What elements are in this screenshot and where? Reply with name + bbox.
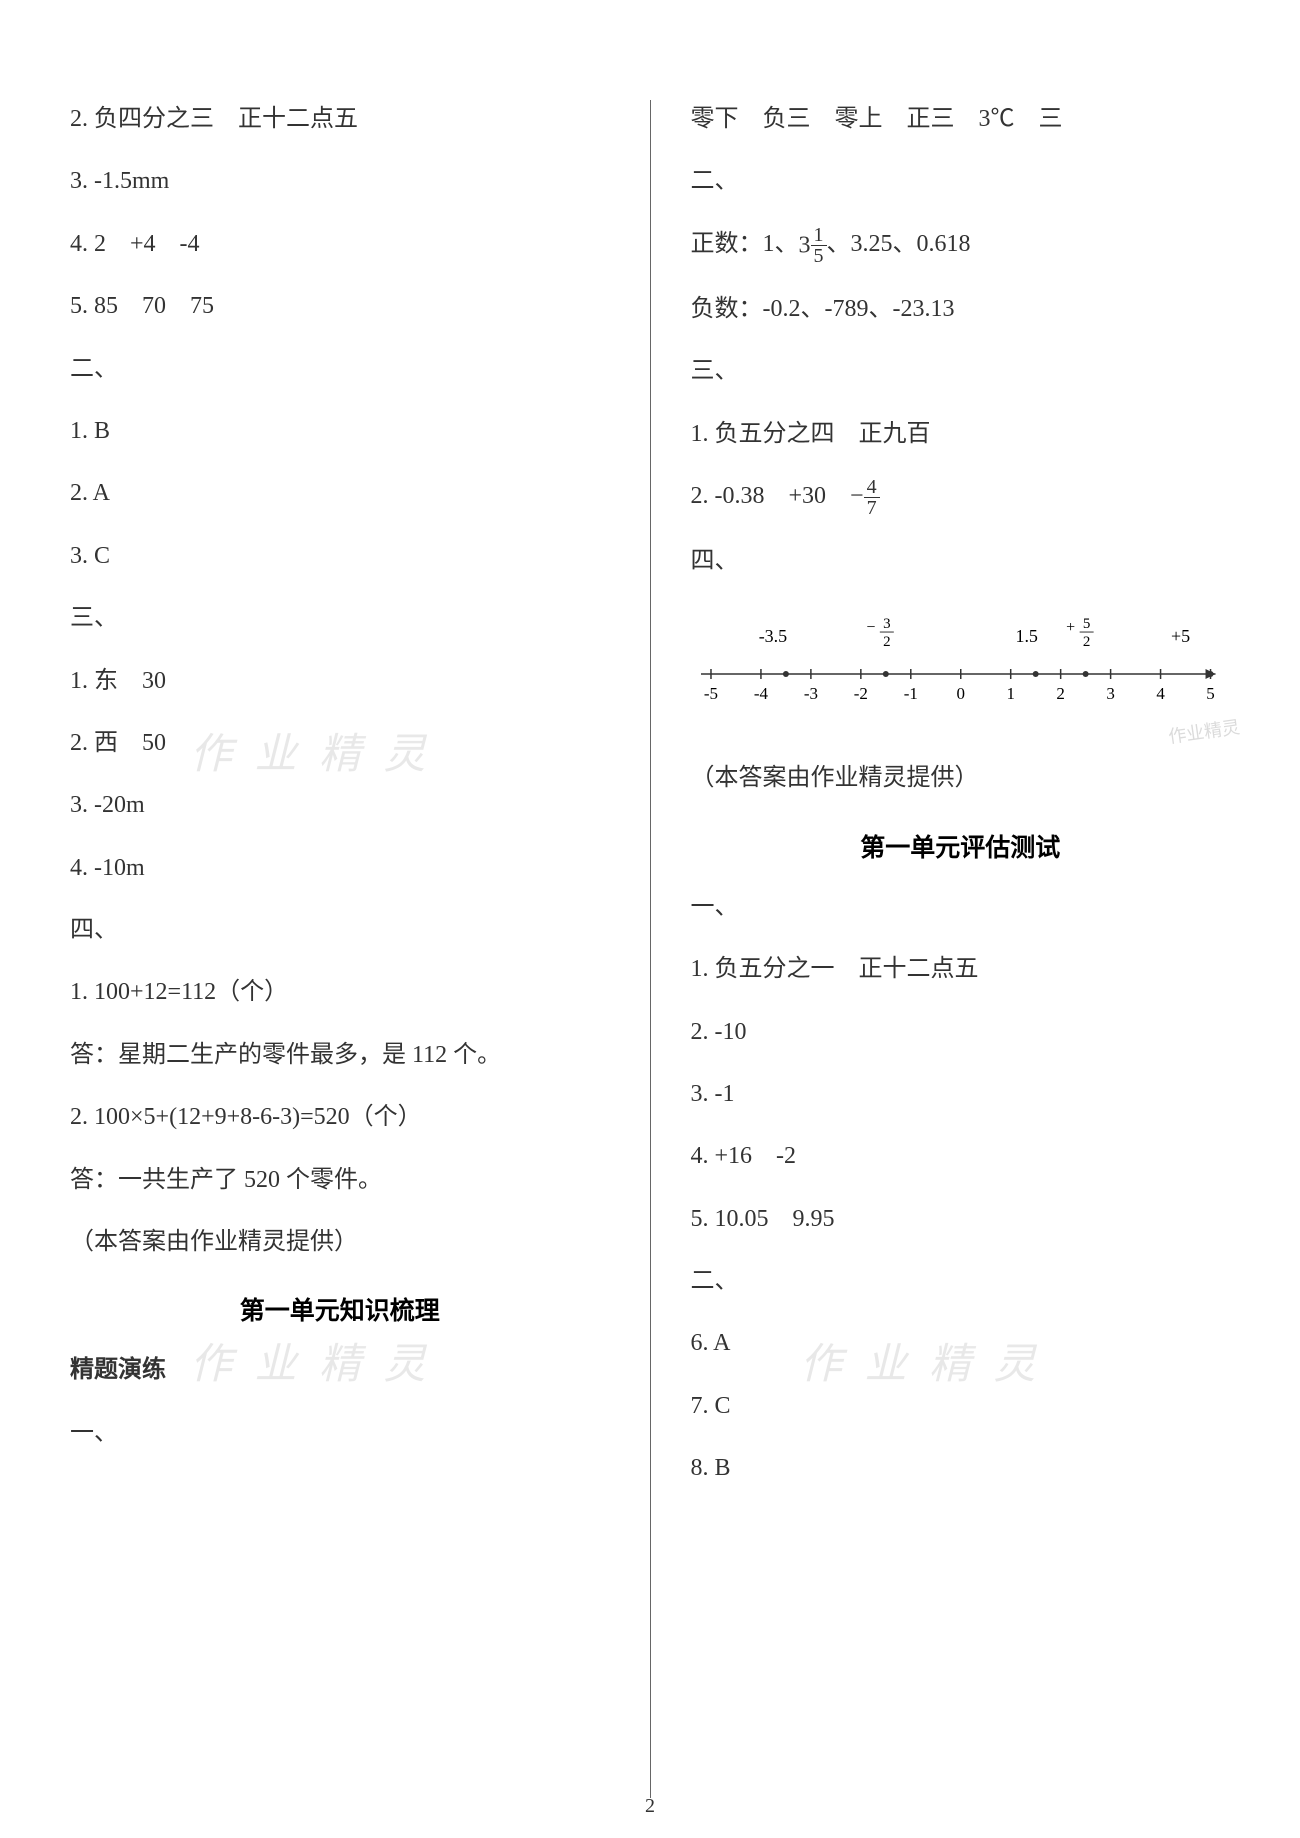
answer-line: 8. B bbox=[691, 1449, 1231, 1487]
nl-point bbox=[782, 671, 788, 677]
answer-line: 1. 负五分之一 正十二点五 bbox=[691, 950, 1231, 988]
answer-line: 3. C bbox=[70, 537, 610, 575]
fraction: 47 bbox=[864, 477, 880, 518]
section-marker: 四、 bbox=[70, 911, 610, 949]
number-line-svg: -3.5 − 3 2 1.5 + 5 2 +5 -5 -4 bbox=[691, 614, 1231, 724]
section-marker: 一、 bbox=[70, 1414, 610, 1452]
nl-point bbox=[1082, 671, 1088, 677]
svg-text:-2: -2 bbox=[853, 684, 867, 703]
svg-text:1: 1 bbox=[1006, 684, 1014, 703]
answer-line: 1. 东 30 bbox=[70, 662, 610, 700]
section-title: 第一单元评估测试 bbox=[691, 828, 1231, 864]
answer-line: 答：一共生产了 520 个零件。 bbox=[70, 1161, 610, 1199]
answer-line: 正数：1、315、3.25、0.618 bbox=[691, 225, 1231, 266]
section-marker: 四、 bbox=[691, 542, 1231, 580]
fraction-num: 1 bbox=[811, 225, 827, 246]
answer-line: 2. -0.38 +30 −47 bbox=[691, 477, 1231, 518]
fraction-num: 4 bbox=[864, 477, 880, 498]
section-marker: 一、 bbox=[691, 888, 1231, 926]
nl-label: +5 bbox=[1170, 626, 1189, 646]
svg-text:3: 3 bbox=[1106, 684, 1114, 703]
answer-line: 6. A bbox=[691, 1324, 1231, 1362]
svg-text:0: 0 bbox=[956, 684, 964, 703]
answer-line: 2. 西 50 bbox=[70, 724, 610, 762]
svg-text:-5: -5 bbox=[703, 684, 717, 703]
svg-text:5: 5 bbox=[1206, 684, 1214, 703]
answer-line: 5. 85 70 75 bbox=[70, 287, 610, 325]
svg-text:-4: -4 bbox=[753, 684, 768, 703]
positive-rest: 、3.25、0.618 bbox=[827, 231, 971, 257]
section-marker: 三、 bbox=[70, 599, 610, 637]
nl-point bbox=[1032, 671, 1038, 677]
answer-line: 5. 10.05 9.95 bbox=[691, 1200, 1231, 1238]
subsection-label: 精题演练 bbox=[70, 1351, 610, 1389]
answer-line: 2. A bbox=[70, 474, 610, 512]
fraction: 15 bbox=[811, 225, 827, 266]
number-line: -3.5 − 3 2 1.5 + 5 2 +5 -5 -4 bbox=[691, 614, 1231, 729]
answer-line: 2. -10 bbox=[691, 1013, 1231, 1051]
mixed-whole: 3 bbox=[799, 232, 811, 258]
credit-line: （本答案由作业精灵提供） bbox=[70, 1223, 610, 1261]
answer-line: 1. 100+12=112（个） bbox=[70, 973, 610, 1011]
fraction-den: 2 bbox=[883, 634, 890, 650]
svg-text:2: 2 bbox=[1056, 684, 1064, 703]
section-title: 第一单元知识梳理 bbox=[70, 1291, 610, 1327]
section-marker: 二、 bbox=[691, 162, 1231, 200]
answer-line: 4. +16 -2 bbox=[691, 1137, 1231, 1175]
page-container: 2. 负四分之三 正十二点五 3. -1.5mm 4. 2 +4 -4 5. 8… bbox=[70, 100, 1230, 1798]
section-marker: 二、 bbox=[691, 1262, 1231, 1300]
plus-sign: + bbox=[1066, 619, 1075, 636]
svg-text:-1: -1 bbox=[903, 684, 917, 703]
answer-line: 1. B bbox=[70, 412, 610, 450]
nl-point bbox=[1207, 671, 1213, 677]
answer-line: 答：星期二生产的零件最多，是 112 个。 bbox=[70, 1036, 610, 1074]
answer-line: 3. -20m bbox=[70, 786, 610, 824]
page-number: 2 bbox=[645, 1795, 655, 1818]
fraction-den: 5 bbox=[811, 246, 827, 266]
svg-text:-3: -3 bbox=[803, 684, 817, 703]
nl-point bbox=[882, 671, 888, 677]
fraction-num: 5 bbox=[1082, 616, 1089, 632]
answer-line: 7. C bbox=[691, 1387, 1231, 1425]
nl-label: 1.5 bbox=[1015, 626, 1037, 646]
section-marker: 二、 bbox=[70, 350, 610, 388]
right-column: 零下 负三 零上 正三 3℃ 三 二、 正数：1、315、3.25、0.618 … bbox=[650, 100, 1231, 1798]
minus-sign: − bbox=[866, 619, 875, 636]
credit-line: （本答案由作业精灵提供） bbox=[691, 759, 1231, 797]
fraction-num: 3 bbox=[883, 616, 890, 632]
nl-label: -3.5 bbox=[758, 626, 786, 646]
answer-line: 2. 100×5+(12+9+8-6-3)=520（个） bbox=[70, 1098, 610, 1136]
fraction-den: 7 bbox=[864, 498, 880, 518]
positive-label: 正数：1、 bbox=[691, 231, 799, 257]
answer-line: 4. -10m bbox=[70, 849, 610, 887]
minus-sign: − bbox=[850, 483, 864, 509]
answer-line: 3. -1 bbox=[691, 1075, 1231, 1113]
answer-line: 1. 负五分之四 正九百 bbox=[691, 415, 1231, 453]
answer-line: 4. 2 +4 -4 bbox=[70, 225, 610, 263]
fraction-den: 2 bbox=[1082, 634, 1089, 650]
answer-line: 零下 负三 零上 正三 3℃ 三 bbox=[691, 100, 1231, 138]
answer-line: 负数：-0.2、-789、-23.13 bbox=[691, 290, 1231, 328]
svg-text:4: 4 bbox=[1156, 684, 1165, 703]
answer-line: 3. -1.5mm bbox=[70, 162, 610, 200]
section-marker: 三、 bbox=[691, 352, 1231, 390]
answer-line: 2. 负四分之三 正十二点五 bbox=[70, 100, 610, 138]
answer-text: 2. -0.38 +30 bbox=[691, 483, 851, 509]
left-column: 2. 负四分之三 正十二点五 3. -1.5mm 4. 2 +4 -4 5. 8… bbox=[70, 100, 650, 1798]
